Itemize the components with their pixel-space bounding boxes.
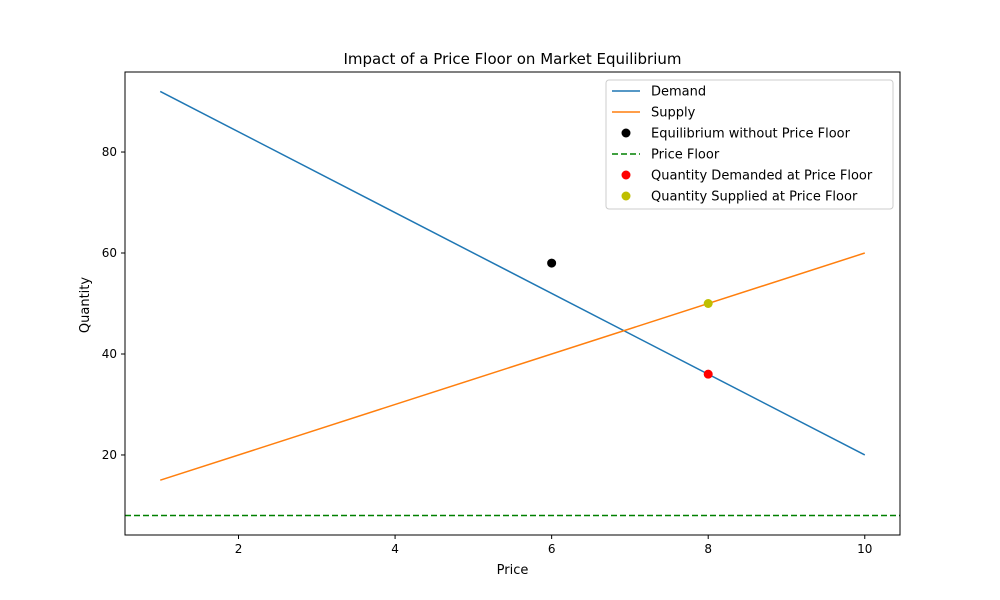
chart-title: Impact of a Price Floor on Market Equili… [343,50,681,68]
x-tick-label: 2 [235,542,243,556]
legend-label-quantity-demanded-at-price-floor: Quantity Demanded at Price Floor [651,169,873,184]
y-tick-label: 40 [102,347,117,361]
quantity-demanded-at-price-floor-marker [703,369,713,379]
legend-label-quantity-supplied-at-price-floor: Quantity Supplied at Price Floor [651,190,858,205]
x-axis-label: Price [497,563,529,578]
equilibrium-without-price-floor-marker [547,258,557,268]
legend-label-price-floor: Price Floor [651,148,720,163]
y-tick-label: 60 [102,246,117,260]
legend-label-demand: Demand [651,85,706,100]
y-axis-label: Quantity [78,277,93,333]
legend: Demand Supply Equilibrium without Price Fl… [605,79,894,210]
quantity-supplied-at-price-floor-marker [703,299,713,308]
legend-label-supply: Supply [651,106,696,121]
legend-box [605,79,894,210]
supply-line [159,252,866,481]
plot-area [125,90,900,517]
y-axis-ticks: 20 40 60 80 [102,145,125,462]
y-tick-label: 80 [102,145,117,159]
legend-swatch-quantity-supplied-at-price-floor [621,191,631,201]
x-axis-ticks: 2 4 6 8 10 [235,535,872,556]
x-tick-label: 4 [391,542,399,556]
legend-swatch-quantity-demanded-at-price-floor [621,170,631,180]
x-tick-label: 6 [548,542,556,556]
axes-frame [124,71,901,536]
legend-swatch-equilibrium-without-price-floor [621,128,631,138]
y-tick-label: 20 [102,448,117,462]
x-tick-label: 10 [857,542,872,556]
x-tick-label: 8 [704,542,712,556]
legend-label-equilibrium-without-price-floor: Equilibrium without Price Floor [651,127,851,142]
demand-line [159,90,866,456]
